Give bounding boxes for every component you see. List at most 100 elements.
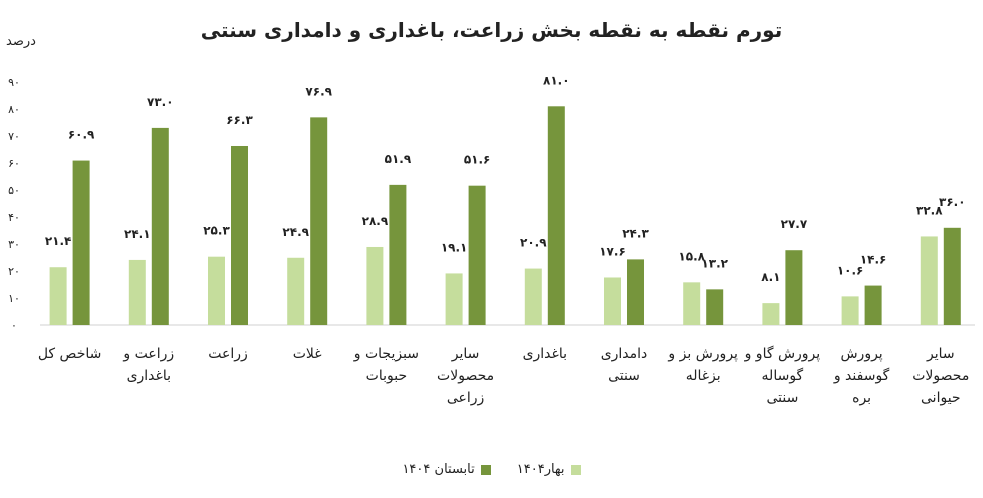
category-label-line: محصولات xyxy=(437,368,495,384)
bar-summer xyxy=(785,250,803,325)
bar-spring xyxy=(208,256,225,325)
data-label: ۲۴.۳ xyxy=(622,226,649,240)
data-label: ۱۷.۶ xyxy=(599,244,626,258)
category-label-line: سنتی xyxy=(766,390,799,406)
data-label: ۲۵.۳ xyxy=(203,224,230,238)
category-label-line: زراعت xyxy=(208,346,248,362)
legend: بهار۱۴۰۴ تابستان ۱۴۰۴ xyxy=(0,462,983,477)
category-label: پرورش گاو و گوساله سنتی xyxy=(742,343,822,409)
bar-summer xyxy=(151,127,169,326)
category-label-line: سایر xyxy=(926,346,955,362)
category-label-line: بره xyxy=(852,390,872,406)
data-label: ۲۴.۱ xyxy=(124,227,151,241)
category-label: سایر محصولات حیوانی xyxy=(901,343,981,409)
data-label: ۱۴.۶ xyxy=(860,253,887,267)
category-label-line: سنتی xyxy=(608,368,640,384)
legend-swatch-summer xyxy=(480,464,491,475)
data-label: ۶۰.۹ xyxy=(68,128,95,142)
category-label: دامداری سنتی xyxy=(584,343,664,387)
bar-summer xyxy=(389,184,407,325)
bar-summer xyxy=(706,289,724,325)
category-label-line: پرورش xyxy=(840,346,883,362)
category-label-line: گوساله xyxy=(761,368,804,384)
y-tick-label: ۳۰ xyxy=(8,238,20,251)
legend-item-summer: تابستان ۱۴۰۴ xyxy=(402,462,491,477)
category-label: سایر محصولات زراعی xyxy=(426,343,506,409)
data-label: ۷۳.۰ xyxy=(147,95,174,109)
bar-summer xyxy=(864,285,882,325)
bar-summer xyxy=(72,160,90,325)
category-label: غلات xyxy=(267,343,347,365)
category-label-line: زراعی xyxy=(446,390,485,406)
legend-item-spring: بهار۱۴۰۴ xyxy=(517,462,581,477)
data-label: ۱۰.۶ xyxy=(837,263,864,277)
category-label: پرورش بز و بزغاله xyxy=(663,343,743,387)
category-label-line: محصولات xyxy=(912,368,970,384)
bar-spring xyxy=(445,273,463,325)
bar-spring xyxy=(524,268,542,325)
category-label: سبزیجات و حبوبات xyxy=(346,343,426,387)
bar-spring xyxy=(287,257,305,325)
bar-summer xyxy=(547,106,565,325)
y-tick-label: ۰ xyxy=(11,319,17,332)
bar-spring xyxy=(762,303,780,325)
y-tick-label: ۱۰ xyxy=(8,292,20,305)
y-tick-label: ۴۰ xyxy=(8,211,20,224)
data-label: ۱۹.۱ xyxy=(441,240,468,254)
data-label: ۲۸.۹ xyxy=(362,214,389,228)
bar-spring xyxy=(366,246,384,325)
category-label-line: سبزیجات و xyxy=(353,346,420,362)
data-label: ۱۳.۲ xyxy=(701,256,728,270)
legend-label-summer: تابستان ۱۴۰۴ xyxy=(402,462,475,477)
data-label: ۳۲.۸ xyxy=(916,203,943,217)
bar-spring xyxy=(604,277,621,325)
category-label-line: غلات xyxy=(292,346,322,362)
bar-summer xyxy=(468,185,486,325)
data-label: ۵۱.۶ xyxy=(464,153,491,167)
bar-spring xyxy=(128,259,146,325)
category-label-line: باغداری xyxy=(126,368,172,384)
data-label: ۵۱.۹ xyxy=(385,152,412,166)
bar-summer xyxy=(231,145,248,325)
category-label: پرورش گوسفند و بره xyxy=(822,343,902,409)
category-label-line: حبوبات xyxy=(365,368,408,384)
data-label: ۱۵.۸ xyxy=(678,249,705,263)
data-label: ۳۶.۰ xyxy=(939,195,966,209)
legend-label-spring: بهار۱۴۰۴ xyxy=(516,462,565,477)
data-label: ۶۶.۳ xyxy=(226,113,253,127)
category-label-line: دامداری xyxy=(600,346,648,362)
category-label-line: حیوانی xyxy=(921,390,961,406)
y-tick-label: ۵۰ xyxy=(8,184,20,197)
y-tick-label: ۹۰ xyxy=(8,76,20,89)
data-label: ۲۴.۹ xyxy=(282,225,309,239)
category-label: زراعت xyxy=(188,343,268,365)
data-label: ۸۱.۰ xyxy=(543,73,570,87)
y-tick-label: ۷۰ xyxy=(8,130,20,143)
bar-summer xyxy=(943,227,961,325)
y-tick-label: ۶۰ xyxy=(8,157,20,170)
data-label: ۸.۱ xyxy=(761,270,780,284)
category-label-line: پرورش گاو و xyxy=(744,346,821,362)
y-tick-label: ۲۰ xyxy=(8,265,20,278)
data-label: ۲۷.۷ xyxy=(781,217,808,231)
data-label: ۲۱.۴ xyxy=(45,234,72,248)
category-label-line: گوسفند و xyxy=(833,368,890,384)
bar-summer xyxy=(310,117,328,326)
data-label: ۷۶.۹ xyxy=(305,84,332,98)
legend-swatch-spring xyxy=(570,464,581,475)
category-label-line: زراعت و xyxy=(123,346,175,362)
chart-title: تورم نقطه به نقطه بخش زراعت، باغداری و د… xyxy=(200,18,783,42)
y-axis-unit: درصد xyxy=(6,34,36,49)
bar-spring xyxy=(49,267,67,325)
data-label: ۲۰.۹ xyxy=(520,236,547,250)
category-label-line: شاخص کل xyxy=(37,346,102,362)
y-tick-label: ۸۰ xyxy=(8,103,20,116)
category-label-line: بزغاله xyxy=(685,368,721,384)
category-label-line: باغداری xyxy=(522,346,568,362)
category-label-line: سایر xyxy=(451,346,480,362)
category-label: باغداری xyxy=(505,343,585,365)
category-label: شاخص کل xyxy=(30,343,110,365)
bar-spring xyxy=(841,296,859,325)
category-label: زراعت و باغداری xyxy=(109,343,189,387)
